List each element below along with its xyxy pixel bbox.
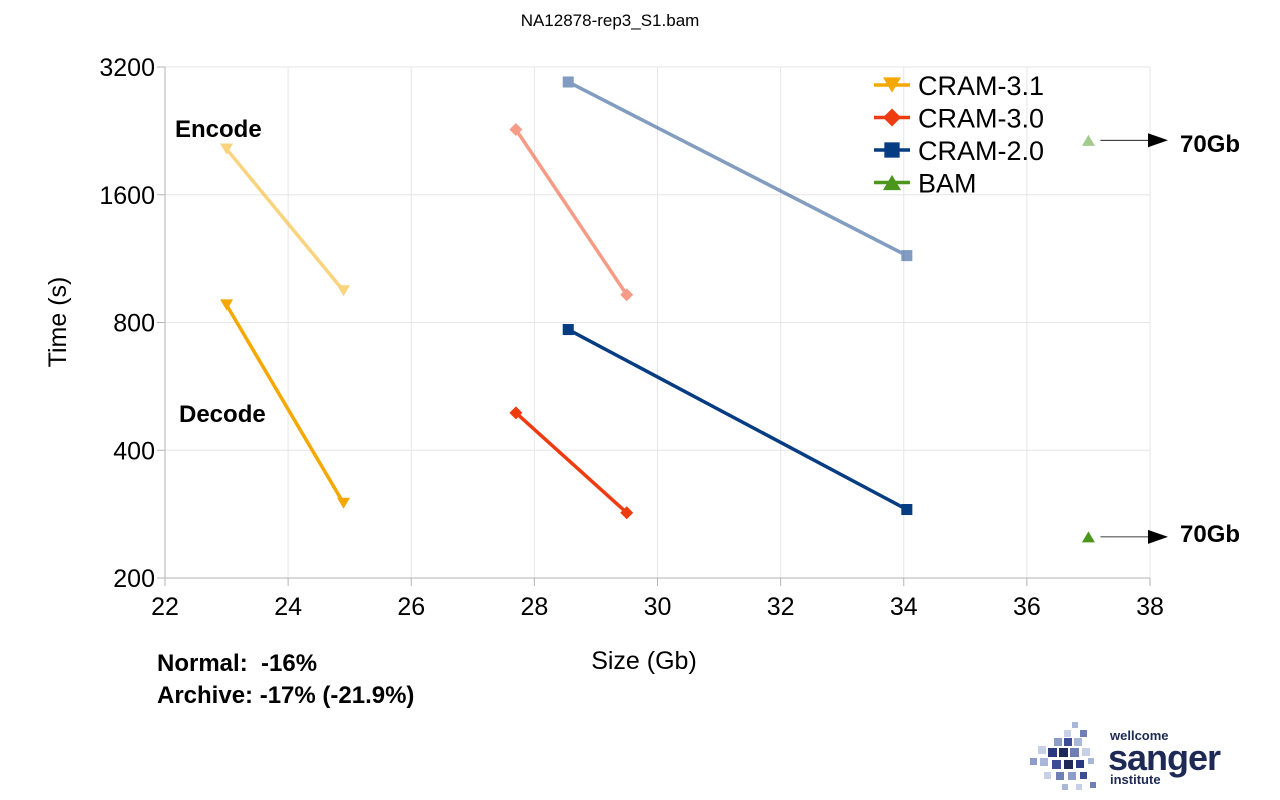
y-tick-label: 1600 (99, 182, 155, 210)
series-cram-3-0 (509, 122, 634, 520)
legend-item: BAM (874, 169, 977, 199)
summary-archive: Archive: -17% (-21.9%) (157, 682, 415, 709)
decode-line (514, 411, 628, 515)
y-axis-label: Time (s) (44, 277, 72, 368)
x-tick-label: 24 (274, 593, 302, 621)
legend-marker-icon (883, 77, 901, 93)
series-bam (1081, 134, 1095, 543)
decode-point (337, 497, 351, 509)
decode-point (562, 324, 574, 336)
decode-point (220, 299, 234, 311)
encode-point (337, 285, 351, 297)
decode-group (509, 406, 634, 520)
decode-line (567, 327, 908, 512)
encode-line (514, 128, 629, 296)
decode-point (901, 503, 913, 516)
encode-annotation: Encode (175, 116, 262, 143)
encode-point (562, 76, 574, 88)
bam-encode-size-label: 70Gb (1180, 131, 1241, 158)
encode-line (225, 147, 345, 292)
logo-line-1: wellcome (1110, 728, 1169, 743)
decode-point (620, 506, 634, 520)
sanger-logo: wellcome sanger institute (1026, 720, 1266, 796)
decode-line (225, 304, 346, 505)
encode-point (1081, 134, 1095, 146)
y-tick-label: 800 (113, 310, 155, 338)
decode-group (562, 324, 913, 516)
bam-decode-size-label: 70Gb (1180, 521, 1241, 548)
legend-label: CRAM-3.1 (918, 71, 1044, 101)
series-cram-3-1 (220, 143, 351, 509)
x-tick-label: 30 (644, 593, 672, 621)
x-tick-label: 34 (890, 593, 918, 621)
x-tick-label: 28 (520, 593, 548, 621)
x-tick-label: 22 (151, 593, 179, 621)
series-cram-2-0 (562, 76, 913, 516)
decode-point (1081, 531, 1095, 543)
legend-item: CRAM-3.0 (874, 104, 1044, 134)
y-tick-label: 3200 (99, 54, 155, 82)
legend-marker-icon (883, 174, 901, 191)
encode-point (220, 143, 234, 155)
decode-annotation: Decode (179, 401, 266, 428)
x-tick-label: 36 (1013, 593, 1041, 621)
logo-line-3: institute (1110, 772, 1161, 787)
encode-group (509, 122, 634, 302)
legend-label: CRAM-2.0 (918, 136, 1044, 166)
y-tick-label: 200 (113, 565, 155, 593)
encode-point (901, 250, 913, 262)
encode-line (567, 80, 908, 258)
arrow-head-icon (1148, 529, 1168, 544)
encode-group (220, 143, 351, 297)
decode-group (1081, 531, 1095, 543)
arrow-head-icon (1148, 133, 1168, 148)
legend-item: CRAM-2.0 (874, 136, 1044, 166)
encode-point (509, 122, 523, 136)
series-layer (220, 76, 1168, 544)
logo-squares-icon (1030, 722, 1096, 790)
x-tick-label: 32 (767, 593, 795, 621)
legend-label: CRAM-3.0 (918, 104, 1044, 134)
logo-line-2: sanger (1108, 737, 1221, 778)
legend-label: BAM (918, 169, 977, 199)
legend-item: CRAM-3.1 (874, 71, 1044, 101)
decode-point (509, 406, 523, 420)
legend-marker-icon (884, 142, 900, 158)
axes: 200 400 800 1600 3200 22 24 26 28 30 32 34 36 38 (99, 54, 1164, 621)
chart-title: NA12878-rep3_S1.bam (521, 11, 700, 30)
encode-group (562, 76, 913, 262)
encode-point (620, 288, 634, 302)
x-tick-label: 38 (1136, 593, 1164, 621)
decode-group (220, 299, 351, 509)
encode-group (1081, 134, 1095, 146)
y-tick-label: 400 (113, 437, 155, 465)
x-tick-label: 26 (397, 593, 425, 621)
summary-normal: Normal: -16% (157, 650, 318, 677)
legend-marker-icon (883, 108, 901, 127)
x-axis-label: Size (Gb) (591, 647, 697, 675)
